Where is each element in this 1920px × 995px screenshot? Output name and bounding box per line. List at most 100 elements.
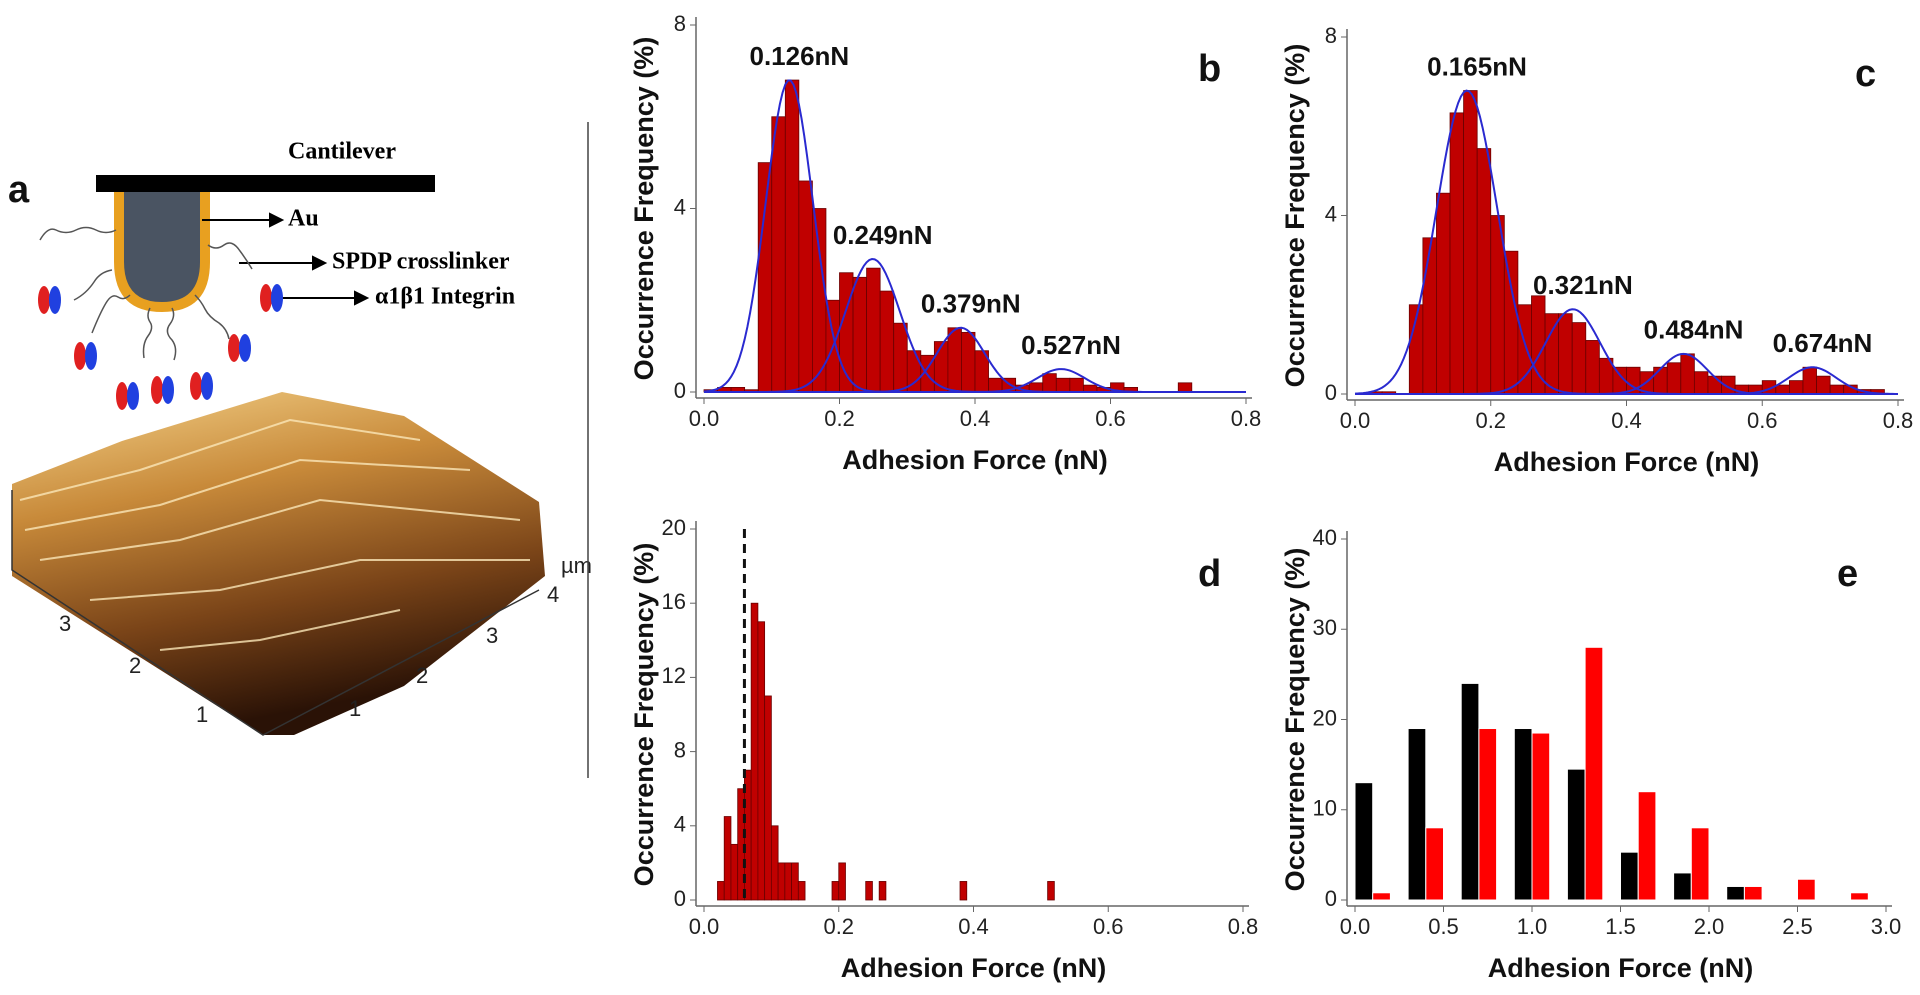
- bar: [1476, 148, 1492, 395]
- bar: [988, 377, 1003, 393]
- linkers: [39, 226, 253, 361]
- y-tick-label: 12: [662, 663, 686, 688]
- cantilever-label: Cantilever: [288, 139, 396, 165]
- bar: [1707, 375, 1722, 395]
- bar: [777, 862, 786, 901]
- x-tick-label: 0.6: [1747, 408, 1778, 433]
- arrows: [202, 212, 370, 306]
- tip-label: Au: [288, 206, 319, 232]
- bar: [1460, 682, 1480, 901]
- x-tick-label: 0.2: [824, 406, 855, 431]
- bar: [1069, 377, 1084, 393]
- x-tick-label: 0.6: [1093, 914, 1124, 939]
- surface-tick: 2: [129, 653, 141, 678]
- bar: [1653, 366, 1668, 395]
- bar: [879, 290, 895, 393]
- bar: [1789, 380, 1804, 395]
- x-tick-label: 0.6: [1095, 406, 1126, 431]
- y-tick-label: 4: [674, 194, 686, 219]
- y-tick-label: 0: [1325, 886, 1337, 911]
- surface-unit: µm: [561, 553, 592, 578]
- peak-label: 0.379nN: [921, 289, 1021, 319]
- x-tick-label: 3.0: [1871, 914, 1902, 939]
- surface-axes: [11, 490, 540, 736]
- y-axis-title: Occurrence Frequency (%): [1280, 548, 1310, 892]
- bar: [798, 180, 813, 393]
- bar: [1372, 892, 1391, 901]
- peak-label: 0.321nN: [1533, 270, 1633, 300]
- bar: [764, 695, 772, 901]
- bar: [1478, 728, 1498, 901]
- peak-label: 0.249nN: [833, 220, 933, 250]
- x-axis-title: Adhesion Force (nN): [841, 953, 1107, 983]
- bar: [771, 116, 786, 393]
- bar: [1680, 353, 1695, 395]
- bar: [1436, 192, 1451, 395]
- bar: [1513, 728, 1533, 901]
- y-tick-label: 10: [1313, 796, 1337, 821]
- bar: [1673, 872, 1692, 901]
- bar: [750, 602, 759, 901]
- y-axis-title: Occurrence Frequency (%): [629, 37, 659, 381]
- y-tick-label: 0: [674, 378, 686, 403]
- x-tick-label: 1.5: [1605, 914, 1636, 939]
- peak-label: 0.126nN: [749, 41, 849, 71]
- bar: [1775, 384, 1790, 395]
- bar: [784, 862, 792, 901]
- panel-a: a Cantilever Au SPDP crosslinker α1β1 In…: [8, 139, 592, 736]
- surface-ticks: 3 2 1 1 2 3 4 µm: [59, 553, 592, 727]
- bar: [1422, 237, 1437, 395]
- bar: [1449, 112, 1465, 395]
- bar: [865, 881, 873, 901]
- y-tick-label: 20: [1313, 705, 1337, 730]
- bar: [1354, 782, 1374, 901]
- surface-tick: 2: [416, 663, 428, 688]
- x-tick-label: 0.0: [689, 914, 720, 939]
- panel-label: a: [8, 169, 30, 211]
- bar: [961, 331, 976, 393]
- bar: [1463, 90, 1478, 395]
- bar: [947, 327, 962, 393]
- peak-label: 0.165nN: [1427, 51, 1527, 81]
- afm-surface: [12, 392, 545, 735]
- bar: [1047, 881, 1055, 901]
- peak-label: 0.527nN: [1021, 330, 1121, 360]
- bar: [1177, 382, 1193, 393]
- bar: [1666, 362, 1682, 395]
- x-tick-label: 2.0: [1694, 914, 1725, 939]
- cantilever: [96, 175, 435, 192]
- bar: [1558, 313, 1573, 395]
- y-tick-label: 8: [1325, 23, 1337, 48]
- bar: [1584, 646, 1604, 901]
- bar: [1802, 366, 1817, 395]
- x-tick-label: 0.5: [1428, 914, 1459, 939]
- x-tick-label: 0.0: [689, 406, 720, 431]
- x-tick-label: 0.2: [1475, 408, 1506, 433]
- panel-label: e: [1837, 553, 1858, 595]
- bar: [1690, 827, 1710, 901]
- bar: [1726, 885, 1745, 901]
- y-tick-label: 4: [1325, 201, 1337, 226]
- bar: [852, 276, 867, 393]
- chart-panel: 0 4 8 12 16 20 0.0 0.2 0.4 0.6 0.8 Adhesion Force (…: [629, 515, 1258, 983]
- bar: [893, 322, 908, 393]
- x-axis-title: Adhesion Force (nN): [1494, 447, 1760, 477]
- bar: [730, 843, 739, 901]
- peak-label: 0.674nN: [1773, 328, 1873, 358]
- x-tick-label: 1.0: [1517, 914, 1548, 939]
- surface-tick: 4: [547, 582, 559, 607]
- x-axis-title: Adhesion Force (nN): [842, 445, 1108, 475]
- y-tick-label: 40: [1313, 525, 1337, 550]
- panel-label: d: [1198, 553, 1221, 595]
- bar: [1083, 384, 1098, 393]
- surface-tick: 1: [196, 702, 208, 727]
- y-axis-title: Occurrence Frequency (%): [1280, 44, 1310, 388]
- bar: [723, 816, 732, 901]
- y-tick-label: 30: [1313, 615, 1337, 640]
- y-tick-label: 16: [662, 589, 686, 614]
- bar: [1544, 313, 1560, 395]
- bar: [1850, 892, 1869, 901]
- bar: [784, 79, 800, 393]
- bar: [866, 267, 881, 393]
